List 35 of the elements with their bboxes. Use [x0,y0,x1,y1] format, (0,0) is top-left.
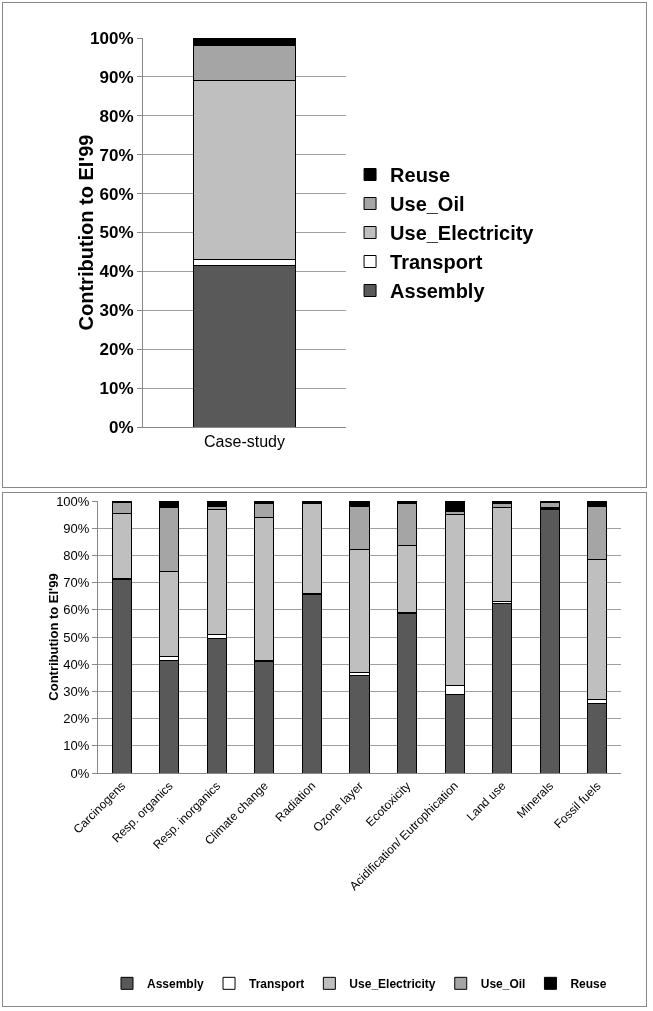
y-tick-label: 40% [63,656,90,672]
y-tick-label: 20% [99,340,134,360]
legend-label: Assembly [147,977,205,992]
y-tick-label: 70% [99,145,134,165]
legend-label: Transport [390,251,483,274]
y-tick-label: 20% [63,711,90,727]
y-tick-label: 100% [56,493,90,509]
y-tick-label: 70% [63,575,90,591]
legend-label: Use_Oil [480,977,526,992]
legend-label: Assembly [390,280,486,303]
legend-label: Use_Electricity [349,977,436,992]
y-tick-label: 80% [99,106,134,126]
y-tick-label: 0% [70,765,90,781]
legend-label: Reuse [570,977,607,992]
y-tick-label: 80% [63,547,90,563]
legend-label: Use_Oil [390,193,465,216]
y-tick-label: 90% [63,520,90,536]
y-axis-title: Contribution to EI'99 [46,573,62,701]
y-tick-label: 30% [99,301,134,321]
legend-label: Use_Electricity [390,222,535,245]
y-tick-label: 0% [109,417,134,437]
x-tick-label: Case-study [204,433,285,451]
legend-label: Reuse [390,164,451,187]
y-tick-label: 10% [63,738,90,754]
y-tick-label: 50% [63,629,90,645]
y-tick-label: 30% [63,683,90,699]
y-tick-label: 50% [99,223,134,243]
y-tick-label: 90% [99,67,134,87]
legend-label: Transport [249,977,305,992]
y-tick-label: 60% [63,602,90,618]
y-tick-label: 100% [90,28,134,48]
y-tick-label: 60% [99,184,134,204]
y-tick-label: 10% [99,379,134,399]
y-tick-label: 40% [99,262,134,282]
y-axis-title: Contribution to EI'99 [75,134,97,331]
